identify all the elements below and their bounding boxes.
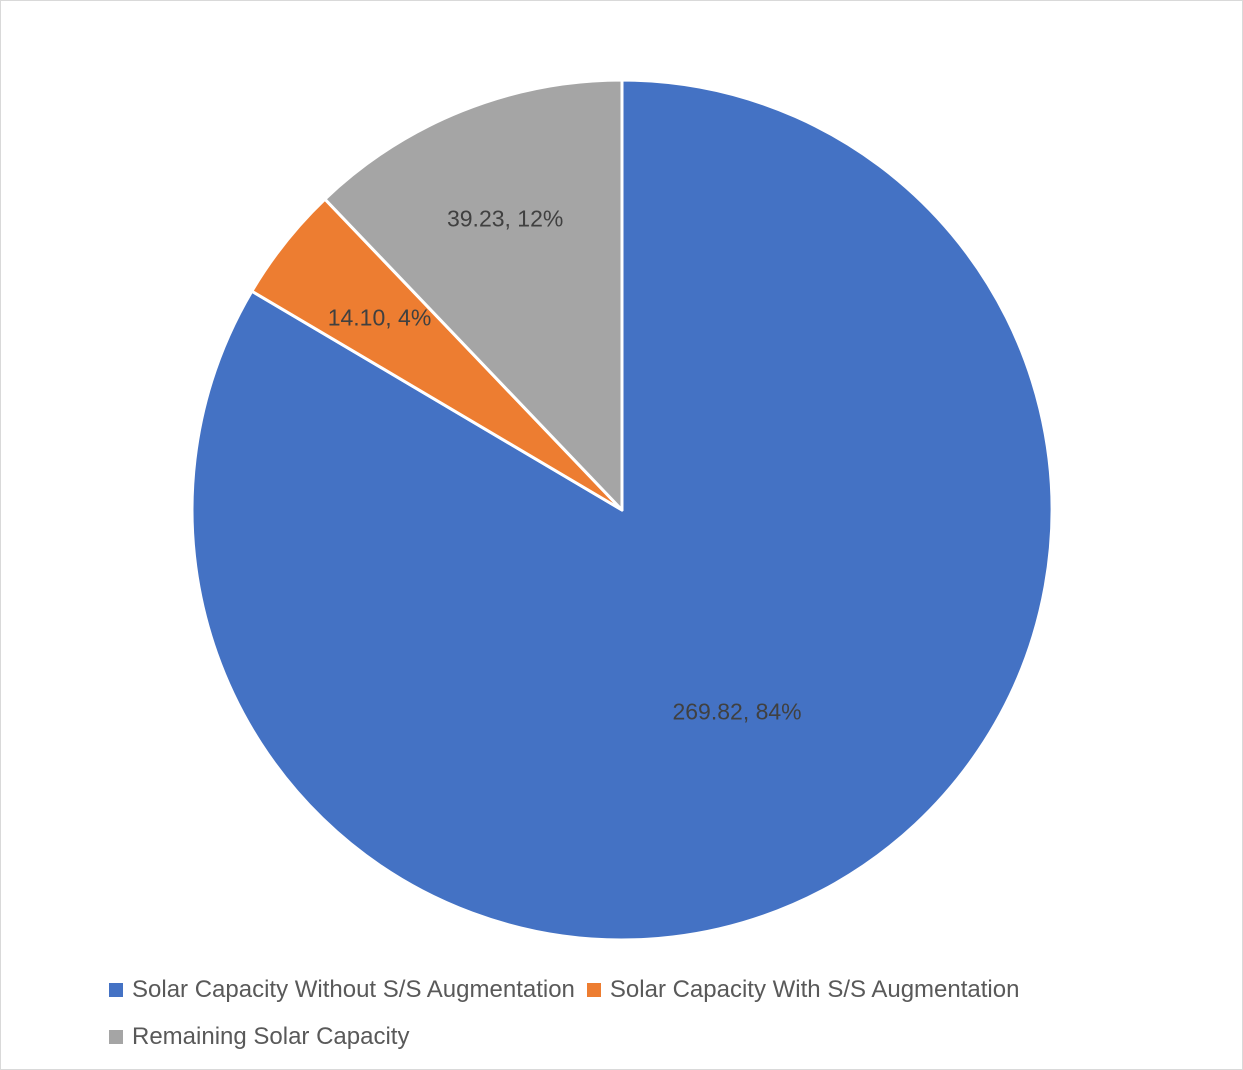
legend-item-remaining: Remaining Solar Capacity	[109, 1023, 409, 1051]
legend-item-without-augmentation: Solar Capacity Without S/S Augmentation	[109, 976, 575, 1004]
data-label-1: 269.82, 84%	[672, 699, 801, 725]
legend-row-2: Remaining Solar Capacity	[109, 1018, 1159, 1055]
legend-swatch-with-augmentation	[586, 982, 601, 997]
legend-label-remaining: Remaining Solar Capacity	[132, 1022, 410, 1050]
data-label-3: 39.23, 12%	[447, 206, 563, 232]
pie-chart: 269.82, 84% 14.10, 4% 39.23, 12%	[190, 78, 1054, 942]
legend-item-with-augmentation: Solar Capacity With S/S Augmentation	[586, 975, 1020, 1004]
labels-layer: 269.82, 84% 14.10, 4% 39.23, 12%	[328, 206, 802, 725]
legend: Solar Capacity Without S/S Augmentation …	[109, 971, 1159, 1065]
pie-slice-3	[323, 78, 624, 512]
legend-label-with-augmentation: Solar Capacity With S/S Augmentation	[609, 975, 1020, 1003]
data-label-2: 14.10, 4%	[328, 305, 432, 331]
legend-label-without-augmentation: Solar Capacity Without S/S Augmentation	[132, 975, 575, 1003]
legend-swatch-remaining	[109, 1029, 123, 1044]
legend-swatch-without-augmentation	[109, 982, 123, 997]
legend-row-1: Solar Capacity Without S/S Augmentation …	[109, 971, 1159, 1008]
slices-layer	[190, 78, 1054, 942]
